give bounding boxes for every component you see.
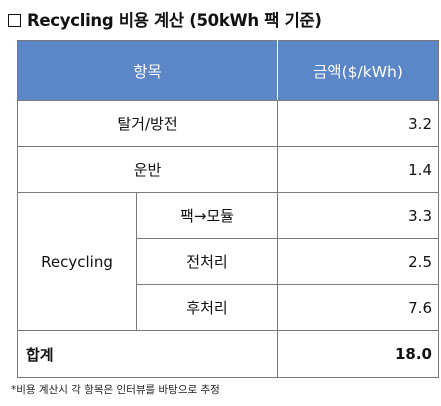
sub-value-posttreatment: 7.6 xyxy=(277,284,439,331)
sub-label-pack-module: 팩→모듈 xyxy=(136,192,278,239)
cost-table: 항목 금액($/kWh) 탈거/방전 3.2 운반 1.4 Recycling … xyxy=(17,40,439,378)
table-header-row: 항목 금액($/kWh) xyxy=(17,40,439,101)
sub-label-pretreatment: 전처리 xyxy=(136,238,278,285)
header-amount: 금액($/kWh) xyxy=(277,40,439,101)
sub-value-pack-module: 3.3 xyxy=(277,192,439,239)
table-row: 전처리 2.5 xyxy=(18,238,439,285)
title-text: Recycling 비용 계산 (50kWh 팩 기준) xyxy=(27,11,322,30)
checkbox-square-icon xyxy=(8,14,21,27)
sub-value-pretreatment: 2.5 xyxy=(277,238,439,285)
row-label-dismantle: 탈거/방전 xyxy=(17,100,278,147)
table-row: 후처리 7.6 xyxy=(18,284,439,331)
total-row: 합계 18.0 xyxy=(17,330,439,378)
table-row: 운반 1.4 xyxy=(17,146,439,193)
header-item: 항목 xyxy=(17,40,278,101)
total-label: 합계 xyxy=(17,330,278,378)
row-label-recycling: Recycling xyxy=(17,192,137,331)
footnote: *비용 계산시 각 항목은 인터뷰를 바탕으로 추정 xyxy=(11,384,220,396)
page-title: Recycling 비용 계산 (50kWh 팩 기준) xyxy=(8,7,322,31)
table-row: Recycling 팩→모듈 3.3 xyxy=(17,192,439,331)
table-row: 탈거/방전 3.2 xyxy=(17,100,439,147)
total-value: 18.0 xyxy=(277,330,439,378)
row-value-transport: 1.4 xyxy=(277,146,439,193)
row-value-dismantle: 3.2 xyxy=(277,100,439,147)
row-label-transport: 운반 xyxy=(17,146,278,193)
sub-label-posttreatment: 후처리 xyxy=(136,284,278,331)
